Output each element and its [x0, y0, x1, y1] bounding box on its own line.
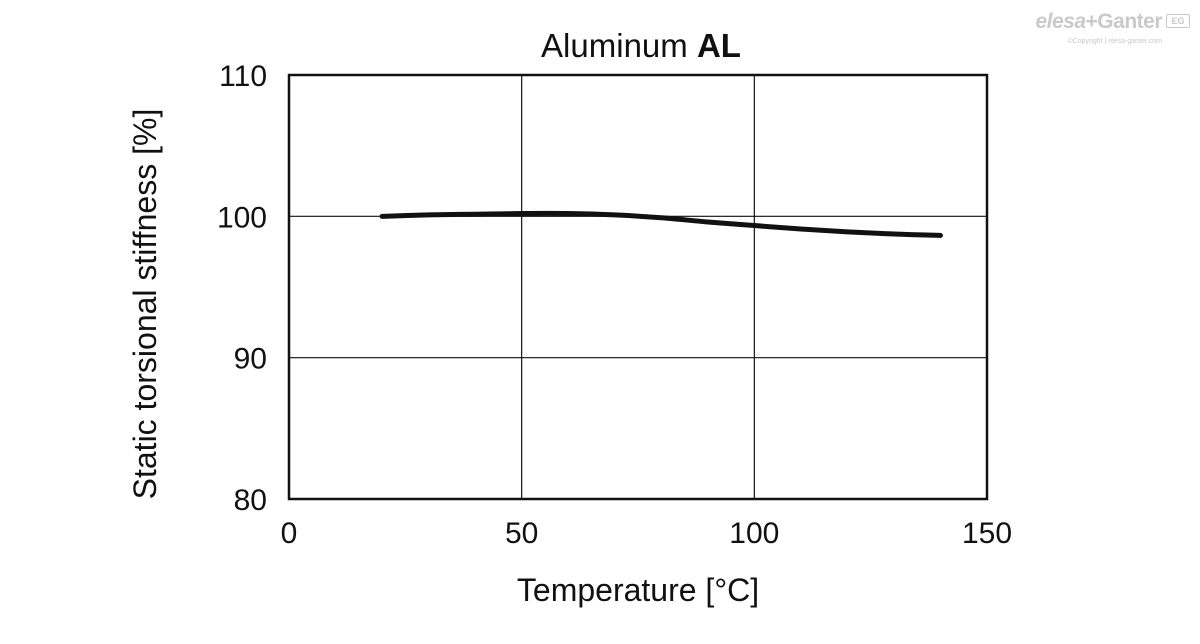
series-lines — [379, 210, 943, 238]
x-tick-labels: 0 50 100 150 — [281, 517, 1012, 550]
x-tick-label: 0 — [281, 517, 298, 550]
y-tick-label: 80 — [234, 484, 267, 517]
x-axis-label: Temperature [°C] — [517, 572, 759, 608]
watermark-copyright: ©Copyright | elesa-ganter.com — [1067, 38, 1162, 45]
watermark: elesa+Ganter EG ©Copyright | elesa-gante… — [1002, 8, 1192, 48]
y-axis-label: Static torsional stiffness [%] — [127, 109, 163, 500]
x-tick-label: 50 — [505, 517, 538, 550]
watermark-logo-elesa: elesa — [1035, 10, 1086, 33]
y-tick-label: 110 — [219, 60, 267, 93]
grid-lines — [289, 75, 987, 499]
chart-title-main: Aluminum — [541, 27, 688, 64]
series-line — [379, 210, 943, 238]
y-tick-label: 90 — [234, 343, 267, 376]
watermark-logo: elesa+Ganter — [1035, 10, 1162, 34]
y-tick-labels: 80 90 100 110 — [217, 60, 267, 517]
x-tick-label: 100 — [729, 517, 779, 550]
x-tick-label: 150 — [962, 517, 1012, 550]
watermark-logo-ganter: +Ganter — [1085, 10, 1163, 33]
y-tick-label: 100 — [217, 201, 267, 234]
chart-title-bold: AL — [696, 27, 741, 64]
watermark-badge: EG — [1166, 14, 1190, 28]
chart-title: Aluminum AL — [0, 26, 1200, 66]
plot-area-frame — [287, 73, 989, 501]
